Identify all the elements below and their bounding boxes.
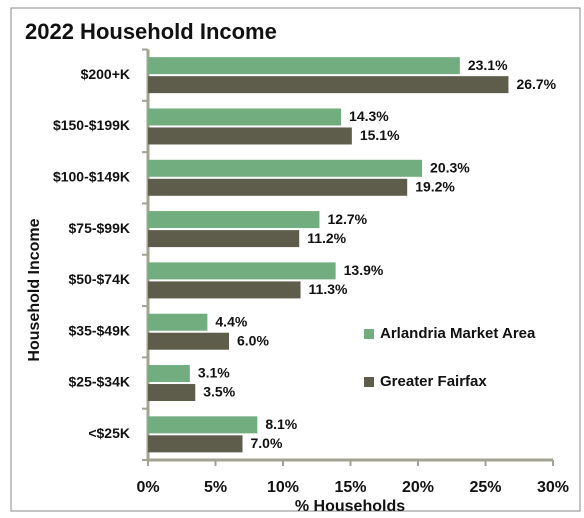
bar bbox=[148, 76, 509, 94]
value-label: 11.3% bbox=[309, 281, 348, 297]
value-label: 13.9% bbox=[344, 262, 384, 278]
y-tick-label: $100-$149K bbox=[53, 168, 130, 184]
value-label: 4.4% bbox=[215, 313, 247, 329]
value-label: 11.2% bbox=[307, 230, 346, 246]
bar bbox=[148, 281, 301, 299]
chart-title: 2022 Household Income bbox=[25, 19, 277, 44]
y-tick-label: $25-$34K bbox=[69, 374, 131, 390]
y-axis-title: Household Income bbox=[26, 218, 43, 361]
bar bbox=[148, 108, 342, 126]
bar bbox=[148, 416, 258, 434]
bar bbox=[148, 211, 320, 229]
value-label: 20.3% bbox=[430, 159, 470, 175]
bar bbox=[148, 230, 300, 248]
value-label: 14.3% bbox=[349, 108, 389, 124]
value-label: 3.5% bbox=[203, 384, 235, 400]
x-tick-label: 10% bbox=[267, 479, 299, 496]
bar bbox=[148, 384, 196, 402]
legend-label: Arlandria Market Area bbox=[380, 325, 536, 342]
bar bbox=[148, 313, 208, 331]
bar bbox=[148, 332, 229, 350]
value-label: 23.1% bbox=[468, 57, 508, 73]
x-axis-title: % Households bbox=[295, 498, 405, 515]
legend-swatch bbox=[364, 329, 374, 339]
y-tick-label: <$25K bbox=[88, 425, 130, 441]
x-tick-label: 20% bbox=[402, 479, 434, 496]
y-tick-label: $35-$49K bbox=[69, 322, 131, 338]
x-tick-label: 15% bbox=[334, 479, 366, 496]
bar bbox=[148, 57, 460, 75]
value-label: 15.1% bbox=[360, 127, 400, 143]
x-tick-label: 5% bbox=[204, 479, 227, 496]
value-label: 3.1% bbox=[198, 365, 230, 381]
x-tick-label: 30% bbox=[537, 479, 569, 496]
value-label: 6.0% bbox=[237, 332, 269, 348]
x-tick-label: 0% bbox=[136, 479, 159, 496]
bar bbox=[148, 178, 408, 196]
y-tick-label: $75-$99K bbox=[69, 220, 131, 236]
value-label: 12.7% bbox=[327, 211, 367, 227]
x-tick-label: 25% bbox=[469, 479, 501, 496]
y-tick-label: $150-$199K bbox=[53, 117, 130, 133]
bar bbox=[148, 435, 243, 453]
y-tick-label: $200+K bbox=[81, 66, 130, 82]
value-label: 7.0% bbox=[251, 435, 283, 451]
bar bbox=[148, 159, 423, 177]
legend-label: Greater Fairfax bbox=[380, 373, 487, 390]
value-label: 19.2% bbox=[415, 178, 455, 194]
bar bbox=[148, 127, 352, 145]
bar bbox=[148, 365, 190, 383]
value-label: 26.7% bbox=[516, 76, 556, 92]
legend-swatch bbox=[364, 377, 374, 387]
y-tick-label: $50-$74K bbox=[69, 271, 131, 287]
bar bbox=[148, 262, 336, 280]
value-label: 8.1% bbox=[265, 416, 297, 432]
